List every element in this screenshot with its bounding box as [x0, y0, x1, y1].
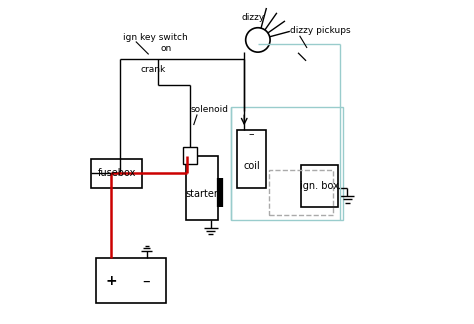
Text: dizzy pickups: dizzy pickups: [290, 26, 351, 35]
Text: crank: crank: [141, 65, 166, 74]
Bar: [91, 159, 142, 188]
Text: starter: starter: [185, 189, 218, 199]
Text: solenoid: solenoid: [191, 105, 228, 114]
Text: ign. box: ign. box: [300, 181, 339, 191]
Bar: [96, 258, 166, 303]
Text: fusebox: fusebox: [97, 168, 136, 178]
Bar: [230, 107, 343, 220]
Text: ign key switch: ign key switch: [123, 32, 188, 41]
Bar: [269, 170, 333, 215]
Bar: [183, 147, 197, 164]
Text: –: –: [143, 273, 150, 288]
Bar: [301, 165, 338, 207]
Text: coil: coil: [243, 161, 260, 171]
Bar: [186, 156, 218, 220]
Text: dizzy: dizzy: [242, 13, 265, 22]
Text: +: +: [105, 274, 117, 288]
Bar: [237, 130, 266, 188]
Text: –: –: [249, 129, 254, 139]
Text: on: on: [161, 44, 172, 53]
